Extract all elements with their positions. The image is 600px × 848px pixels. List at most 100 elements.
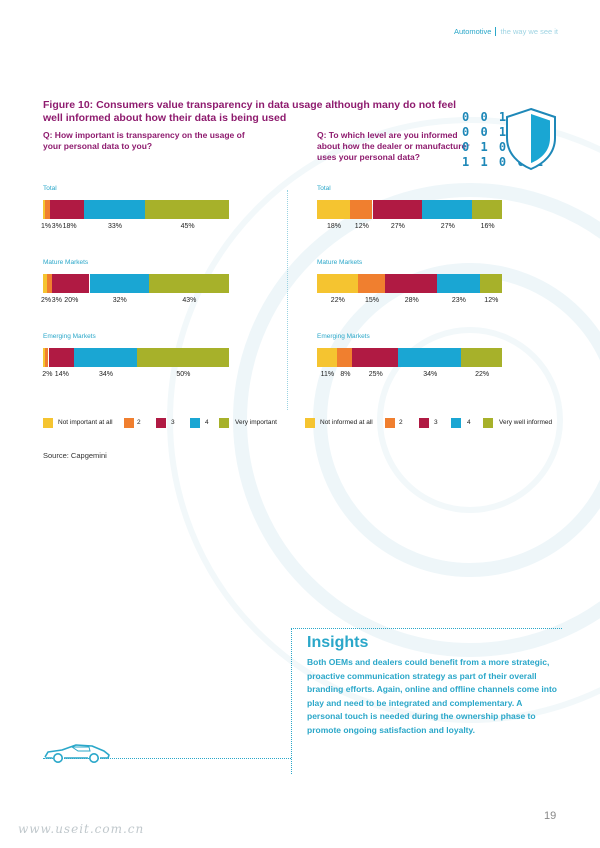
data-label: 12% — [484, 297, 499, 304]
data-label: 22% — [330, 297, 345, 304]
bar-segment — [149, 274, 229, 293]
legend-right: Not informed at all 2 3 4 Very well info… — [305, 418, 565, 432]
group-label: Emerging Markets — [43, 333, 96, 340]
data-label: 34% — [423, 371, 438, 378]
legend-label: Not important at all — [58, 419, 113, 426]
group-label: Mature Markets — [43, 259, 89, 266]
legend-swatch — [190, 418, 200, 428]
bar-segment — [317, 348, 338, 367]
data-label: 32% — [112, 297, 127, 304]
legend-label: 3 — [171, 419, 175, 426]
bar-segment — [44, 348, 49, 367]
data-label: 8% — [340, 371, 351, 378]
data-label: 12% — [354, 223, 369, 230]
bar-segment — [372, 200, 423, 219]
page-number: 19 — [544, 810, 557, 822]
data-label: 25% — [368, 371, 383, 378]
bar-segment — [317, 274, 358, 293]
running-header: Automotive the way we see it — [454, 27, 558, 36]
bar-segment — [83, 200, 146, 219]
sports-car-icon — [44, 744, 110, 763]
group-label: Total — [317, 185, 331, 192]
header-separator — [495, 27, 497, 36]
data-label: 2% — [41, 297, 52, 304]
data-label: 27% — [440, 223, 455, 230]
data-label: 43% — [182, 297, 197, 304]
header-brand: Automotive — [453, 27, 492, 36]
bar-segment — [43, 200, 45, 219]
group-label: Total — [43, 185, 57, 192]
data-label: 34% — [99, 371, 114, 378]
bar-segment — [48, 348, 75, 367]
legend-label: Very important — [235, 419, 277, 426]
insights-title: Insights — [307, 634, 369, 651]
legend-label: 3 — [434, 419, 438, 426]
legend-label: Very well informed — [499, 419, 553, 426]
bar-segment — [337, 348, 353, 367]
legend-label: 4 — [467, 419, 471, 426]
legend-label: Not informed at all — [320, 419, 373, 426]
legend-left: Not important at all 2 3 4 Very importan… — [43, 418, 283, 432]
bar-segment — [52, 274, 90, 293]
bar-segment — [472, 200, 502, 219]
group-label: Mature Markets — [317, 259, 363, 266]
data-label: 16% — [480, 223, 495, 230]
bar-segment — [43, 274, 47, 293]
legend-label: 4 — [205, 419, 209, 426]
data-label: 20% — [64, 297, 79, 304]
data-label: 3% — [51, 223, 62, 230]
bar-segment — [479, 274, 502, 293]
legend-swatch — [43, 418, 53, 428]
data-label: 18% — [62, 223, 77, 230]
bar-segment — [357, 274, 386, 293]
figure-title: Figure 10: Consumers value transparency … — [43, 99, 457, 124]
bar-segment — [437, 274, 480, 293]
group-label: Emerging Markets — [317, 333, 370, 340]
data-label: 28% — [404, 297, 419, 304]
data-label: 14% — [54, 371, 69, 378]
source-note: Source: Capgemini — [43, 451, 107, 460]
data-label: 15% — [365, 297, 380, 304]
bar-segment — [44, 200, 51, 219]
data-label: 1% — [41, 223, 52, 230]
watermark: www.useit.com.cn — [18, 822, 145, 836]
bar-segment — [317, 200, 351, 219]
legend-swatch — [451, 418, 461, 428]
bar-segment — [352, 348, 399, 367]
bar-segment — [385, 274, 438, 293]
legend-swatch — [156, 418, 166, 428]
legend-swatch — [419, 418, 429, 428]
insights-body: Both OEMs and dealers could benefit from… — [307, 657, 557, 735]
legend-label: 2 — [399, 419, 403, 426]
bar-segment — [50, 200, 84, 219]
bar-segment — [43, 348, 45, 367]
data-label: 33% — [108, 223, 123, 230]
bar-segment — [89, 274, 149, 293]
data-label: 2% — [42, 371, 53, 378]
data-label: 22% — [475, 371, 490, 378]
insights-box — [291, 628, 562, 774]
legend-swatch — [219, 418, 229, 428]
question-right: Q: To which level are you informed about… — [317, 130, 470, 162]
legend-label: 2 — [137, 419, 141, 426]
data-label: 23% — [451, 297, 466, 304]
legend-swatch — [483, 418, 493, 428]
bar-segment — [74, 348, 137, 367]
car-baseline — [43, 758, 291, 759]
bar-segment — [461, 348, 502, 367]
bar-segment — [136, 348, 229, 367]
data-label: 45% — [180, 223, 195, 230]
shield-icon — [506, 107, 556, 171]
data-label: 18% — [327, 223, 342, 230]
data-label: 27% — [390, 223, 405, 230]
legend-swatch — [124, 418, 134, 428]
question-left: Q: How important is transparency on the … — [43, 130, 245, 151]
header-tagline: the way we see it — [500, 27, 558, 36]
bar-segment — [350, 200, 373, 219]
chart-divider — [287, 190, 288, 410]
bar-segment — [145, 200, 229, 219]
data-label: 11% — [320, 371, 335, 378]
legend-swatch — [305, 418, 315, 428]
bar-segment — [422, 200, 473, 219]
data-label: 3% — [51, 297, 62, 304]
